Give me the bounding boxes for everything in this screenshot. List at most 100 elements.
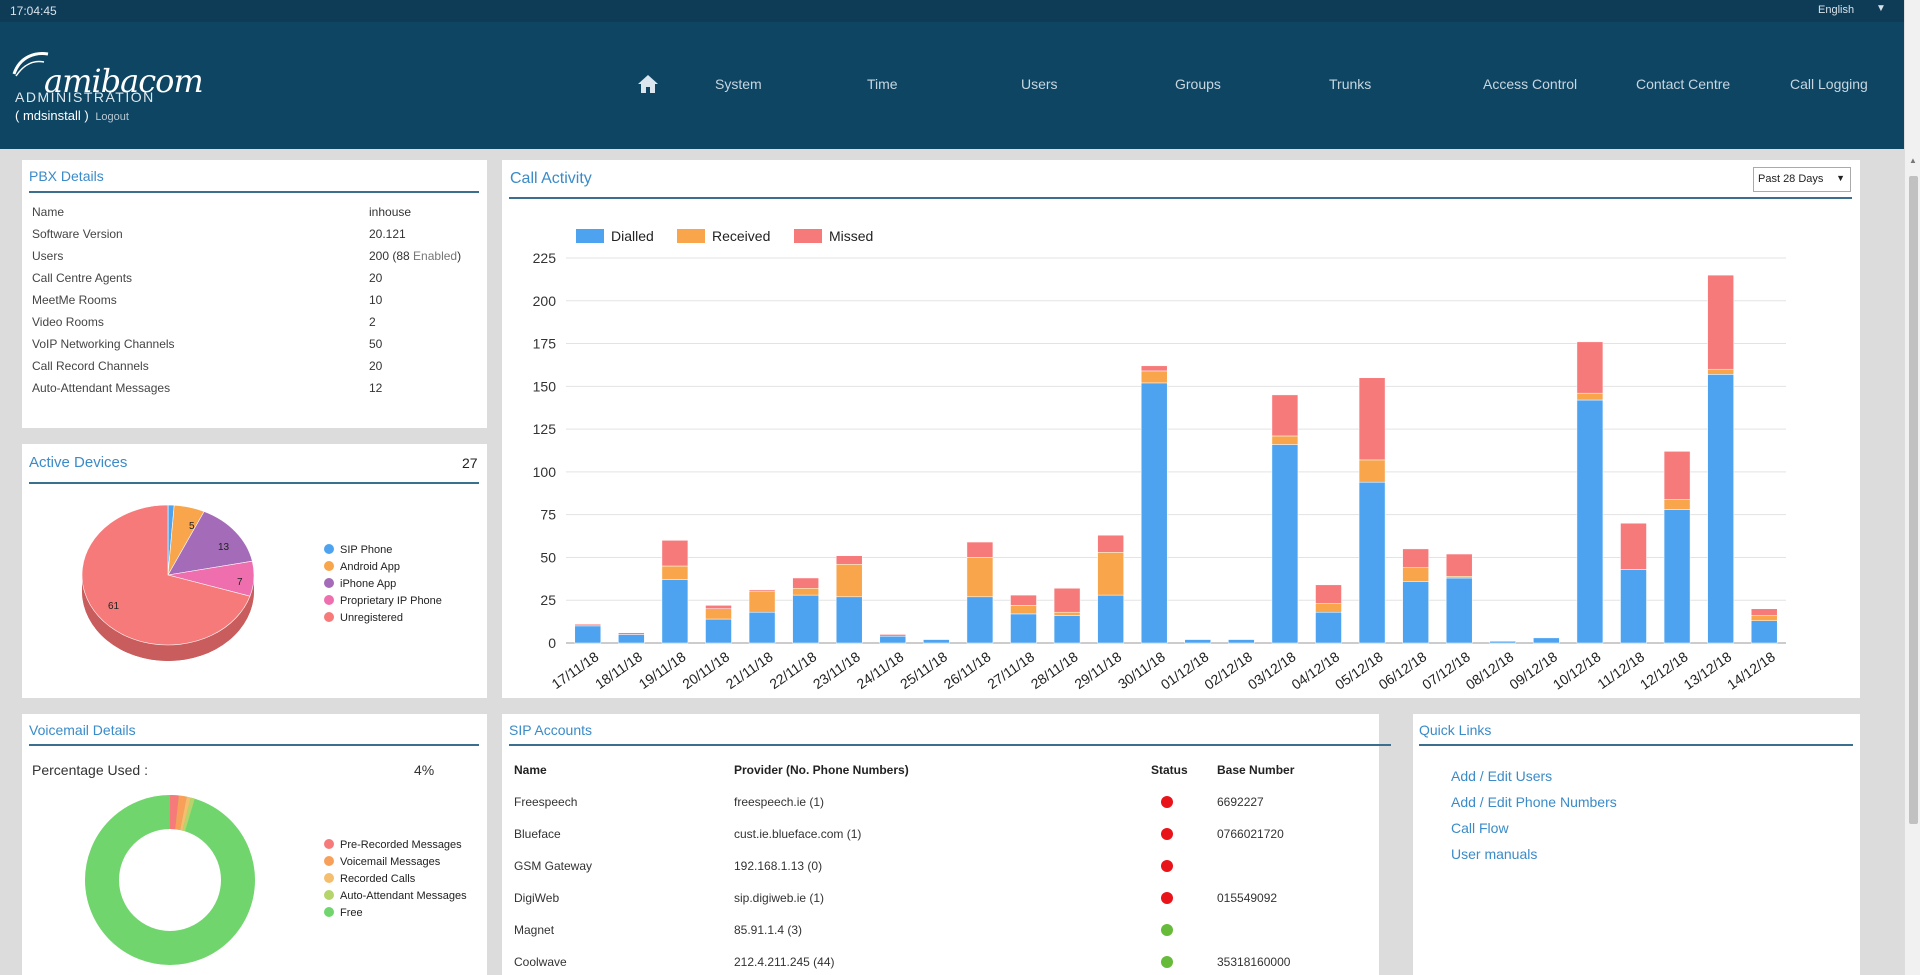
pbx-label: Call Record Channels bbox=[32, 359, 149, 373]
scroll-up-icon[interactable]: ▲ bbox=[1909, 156, 1917, 165]
status-indicator-icon bbox=[1161, 860, 1173, 872]
y-tick-label: 125 bbox=[533, 421, 557, 437]
pbx-value: 12 bbox=[369, 381, 383, 395]
scrollbar-thumb[interactable] bbox=[1909, 176, 1918, 824]
bar-segment bbox=[661, 540, 689, 567]
date-range-select[interactable]: Past 28 Days ▼ bbox=[1753, 167, 1851, 192]
legend-label: Received bbox=[712, 228, 770, 244]
legend-swatch bbox=[324, 907, 334, 917]
donut-free bbox=[85, 795, 255, 965]
pie-label-proprietary: 7 bbox=[237, 577, 243, 588]
bar-segment bbox=[705, 605, 732, 610]
bar-segment bbox=[1097, 552, 1124, 596]
status-indicator-icon bbox=[1161, 796, 1173, 808]
bar-segment bbox=[1663, 499, 1691, 510]
legend-label: iPhone App bbox=[340, 578, 397, 590]
voicemail-title: Voicemail Details bbox=[29, 722, 136, 738]
pbx-value: 200 (88 Enabled) bbox=[369, 249, 462, 263]
x-tick-label: 22/11/18 bbox=[766, 648, 819, 692]
bar-segment bbox=[661, 579, 689, 644]
divider bbox=[509, 744, 1391, 746]
pbx-value: 10 bbox=[369, 293, 383, 307]
bar-segment bbox=[792, 587, 819, 596]
x-tick-label: 05/12/18 bbox=[1332, 648, 1386, 692]
y-tick-label: 200 bbox=[533, 293, 557, 309]
home-icon[interactable] bbox=[637, 74, 659, 94]
quick-link-user-manuals[interactable]: User manuals bbox=[1451, 846, 1538, 862]
x-tick-label: 19/11/18 bbox=[636, 648, 689, 692]
page-scrollbar[interactable]: ▲ bbox=[1904, 0, 1920, 975]
nav-time[interactable]: Time bbox=[867, 76, 898, 92]
quick-link-call-flow[interactable]: Call Flow bbox=[1451, 820, 1509, 836]
sip-cell-base: 6692227 bbox=[1217, 795, 1264, 809]
nav-call-logging[interactable]: Call Logging bbox=[1790, 76, 1868, 92]
quick-link-phone-numbers[interactable]: Add / Edit Phone Numbers bbox=[1451, 794, 1617, 810]
legend-swatch bbox=[324, 890, 334, 900]
voicemail-donut-chart bbox=[85, 795, 255, 965]
percentage-used-value: 4% bbox=[414, 762, 435, 778]
bar-segment bbox=[1576, 341, 1604, 394]
pbx-value: inhouse bbox=[369, 205, 412, 219]
legend-item: Android App bbox=[324, 561, 400, 573]
nav-users[interactable]: Users bbox=[1021, 76, 1058, 92]
bar-segment bbox=[1620, 522, 1647, 570]
sip-accounts-title: SIP Accounts bbox=[509, 722, 593, 738]
language-select[interactable]: English bbox=[1818, 4, 1855, 16]
logo-text: amibacom bbox=[44, 62, 204, 100]
status-indicator-icon bbox=[1161, 924, 1173, 936]
quick-links-panel bbox=[1413, 714, 1860, 975]
bar-segment bbox=[1358, 481, 1386, 644]
bar-segment bbox=[1445, 553, 1473, 577]
status-indicator-icon bbox=[1161, 956, 1173, 968]
x-tick-label: 20/11/18 bbox=[679, 648, 732, 692]
pbx-details-title: PBX Details bbox=[29, 168, 104, 184]
bar-segment bbox=[1663, 451, 1691, 500]
bar-segment bbox=[879, 634, 907, 637]
y-tick-label: 0 bbox=[548, 635, 556, 651]
bar-segment bbox=[1358, 459, 1386, 483]
sip-cell-provider: freespeech.ie (1) bbox=[734, 795, 825, 809]
legend-swatch bbox=[324, 544, 334, 554]
nav-groups[interactable]: Groups bbox=[1175, 76, 1221, 92]
pbx-label: Auto-Attendant Messages bbox=[32, 381, 171, 395]
bar-segment bbox=[1576, 399, 1604, 644]
pbx-value: 2 bbox=[369, 315, 376, 329]
sip-cell-base: 0766021720 bbox=[1217, 827, 1284, 841]
bar-segment bbox=[1707, 374, 1734, 644]
bar-segment bbox=[1010, 613, 1037, 644]
bar-segment bbox=[1402, 581, 1429, 644]
nav-system[interactable]: System bbox=[715, 76, 762, 92]
pbx-label: MeetMe Rooms bbox=[32, 293, 117, 307]
x-tick-label: 01/12/18 bbox=[1158, 648, 1212, 692]
x-tick-label: 06/12/18 bbox=[1376, 648, 1430, 692]
status-bar: 17:04:45 English ▼ bbox=[0, 0, 1904, 22]
legend-label: Pre-Recorded Messages bbox=[340, 839, 462, 851]
pbx-label: Name bbox=[32, 205, 65, 219]
bar-segment bbox=[661, 565, 689, 580]
bar-segment bbox=[1010, 605, 1037, 615]
quick-link-users[interactable]: Add / Edit Users bbox=[1451, 768, 1553, 784]
pie-slice-unregistered bbox=[81, 504, 251, 646]
y-tick-label: 150 bbox=[533, 378, 557, 394]
legend-swatch bbox=[576, 229, 604, 243]
nav-contact-centre[interactable]: Contact Centre bbox=[1636, 76, 1731, 92]
pbx-value: 20.121 bbox=[369, 227, 406, 241]
nav-access-control[interactable]: Access Control bbox=[1483, 76, 1578, 92]
sip-cell-name: GSM Gateway bbox=[514, 859, 593, 873]
logout-link[interactable]: Logout bbox=[95, 111, 129, 123]
x-tick-label: 26/11/18 bbox=[941, 648, 994, 692]
legend-label: Missed bbox=[829, 228, 873, 244]
bar-segment bbox=[1097, 534, 1124, 553]
bar-segment bbox=[1707, 274, 1734, 370]
legend-swatch bbox=[324, 612, 334, 622]
x-tick-label: 09/12/18 bbox=[1506, 648, 1560, 692]
x-tick-label: 28/11/18 bbox=[1028, 648, 1081, 692]
bar-segment bbox=[1140, 365, 1168, 372]
bar-segment bbox=[1010, 594, 1037, 606]
nav-trunks[interactable]: Trunks bbox=[1329, 76, 1372, 92]
legend-label: Voicemail Messages bbox=[340, 856, 441, 868]
x-tick-label: 02/12/18 bbox=[1201, 648, 1255, 692]
column-header-status: Status bbox=[1151, 763, 1188, 777]
bar-segment bbox=[748, 611, 776, 644]
chevron-down-icon[interactable]: ▼ bbox=[1876, 3, 1886, 14]
